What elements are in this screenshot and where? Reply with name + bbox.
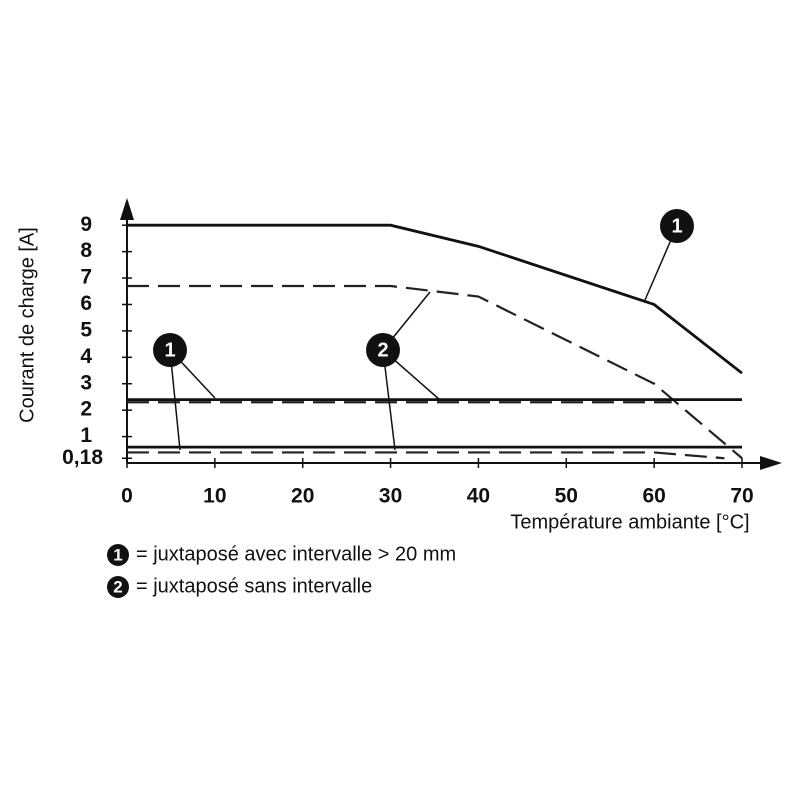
y-tick-label: 6 bbox=[80, 292, 92, 315]
x-tick-label: 60 bbox=[642, 485, 665, 508]
series-line bbox=[127, 284, 743, 460]
callout-badge bbox=[153, 333, 187, 367]
y-axis-label: Courant de charge [A] bbox=[16, 227, 38, 423]
y-axis-arrow bbox=[120, 198, 134, 220]
callout-text: 1 bbox=[671, 215, 682, 237]
y-tick-label: 9 bbox=[80, 213, 92, 236]
series-line bbox=[127, 223, 743, 375]
y-tick-label: 2 bbox=[80, 398, 92, 421]
legend-label: = juxtaposé sans intervalle bbox=[136, 575, 372, 597]
x-tick-label: 30 bbox=[379, 485, 402, 508]
callout-text: 1 bbox=[164, 339, 175, 361]
x-tick-label: 40 bbox=[467, 485, 490, 508]
legend-badge bbox=[107, 576, 129, 598]
y-tick-label: 8 bbox=[80, 239, 92, 262]
y-tick-label: 5 bbox=[80, 318, 92, 341]
x-tick-label: 70 bbox=[730, 485, 753, 508]
y-tick-label: 1 bbox=[80, 424, 92, 447]
x-tick-label: 20 bbox=[291, 485, 314, 508]
callout-badge bbox=[366, 333, 400, 367]
x-axis-label: Température ambiante [°C] bbox=[510, 511, 749, 533]
callout-badge bbox=[660, 209, 694, 243]
y-tick-label: 7 bbox=[80, 266, 92, 289]
x-tick-label: 50 bbox=[555, 485, 578, 508]
y-tick-label: 3 bbox=[80, 371, 92, 394]
callout-text: 2 bbox=[377, 339, 388, 361]
x-tick-label: 10 bbox=[203, 485, 226, 508]
y-tick-label: 0,18 bbox=[62, 446, 103, 469]
legend-badge bbox=[107, 544, 129, 566]
legend-marker: 1 bbox=[113, 545, 122, 564]
y-tick-label: 4 bbox=[80, 345, 92, 368]
legend-label: = juxtaposé avec intervalle > 20 mm bbox=[136, 543, 456, 565]
series-line bbox=[127, 451, 725, 460]
legend-marker: 2 bbox=[113, 577, 122, 596]
x-axis-arrow bbox=[760, 456, 782, 470]
x-tick-label: 0 bbox=[121, 485, 133, 508]
